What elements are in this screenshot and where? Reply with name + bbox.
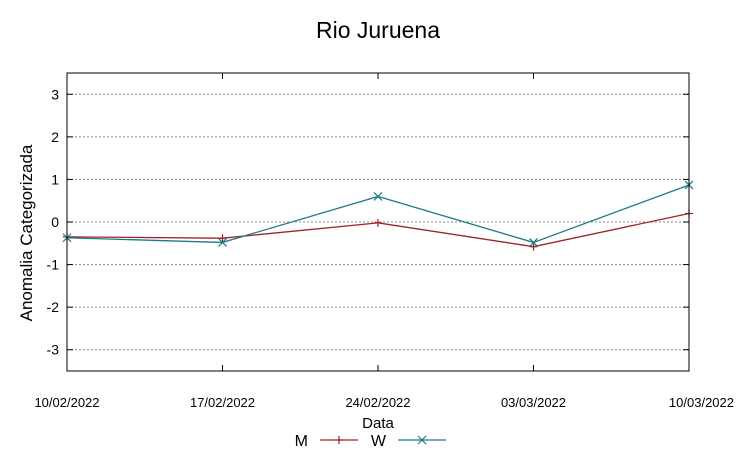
data-point [417,435,427,445]
x-tick-label: 10/03/2022 [669,395,734,410]
data-point [529,238,538,247]
marker-stroke [373,192,383,201]
y-tick-label: -2 [47,299,60,315]
marker-stroke [529,238,538,247]
data-point [335,436,343,444]
series-group [62,180,694,251]
x-tick-label: 24/02/2022 [345,395,410,410]
data-point [529,242,538,251]
data-point [218,238,227,247]
y-tick-label: 1 [51,171,59,187]
y-tick-label: -1 [47,257,60,273]
x-tick-label: 03/03/2022 [501,395,566,410]
data-point [373,192,383,201]
y-tick-label: 2 [51,129,59,145]
series-line-m [66,212,690,248]
x-axis-label: Data [362,415,394,432]
y-tick-label: 3 [51,86,59,102]
y-tick-label: 0 [51,214,59,230]
legend-label-w: W [371,433,387,450]
data-point [218,234,227,243]
marker-stroke [218,238,227,247]
data-point [374,218,382,227]
plot-frame [66,72,690,372]
x-tick-label: 10/02/2022 [34,395,99,410]
y-axis-label: Anomalia Categorizada [17,144,36,321]
chart-title: Rio Juruena [316,17,440,43]
ticks: -3 -2 -1 0 1 2 3 10/02/2022 17/02/2022 24/02/2022… [34,73,734,410]
y-tick-label: -3 [47,342,60,358]
marker-stroke [417,435,427,445]
x-tick-label: 17/02/2022 [190,395,255,410]
legend-label-m: M [295,433,308,450]
